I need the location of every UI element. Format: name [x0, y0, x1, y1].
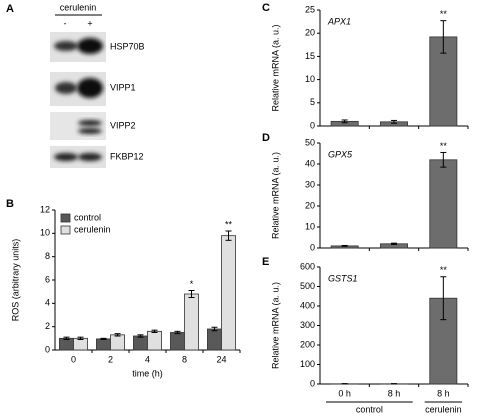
- treatment-label: cerulenin: [60, 2, 97, 12]
- x-axis-label: time (h): [132, 368, 163, 378]
- band: [54, 153, 78, 161]
- lane-label: +: [87, 18, 92, 28]
- y-tick-label: 10: [305, 74, 315, 84]
- y-tick-label: 20: [305, 200, 315, 210]
- y-tick-label: 200: [300, 339, 315, 349]
- blot: [50, 112, 106, 140]
- y-tick-label: 6: [45, 274, 50, 284]
- bar: [184, 293, 199, 351]
- chart-title: GPX5: [328, 149, 353, 159]
- bar: [429, 159, 458, 249]
- x-tick-label: 4: [145, 354, 150, 364]
- bar: [59, 337, 74, 351]
- bar: [170, 332, 185, 351]
- y-tick-label: 30: [305, 179, 315, 189]
- band: [78, 153, 102, 161]
- bar: [73, 337, 88, 351]
- y-axis-label: Relative mRNA (a. u.): [270, 282, 280, 369]
- significance: **: [225, 219, 233, 229]
- band: [55, 82, 77, 94]
- x-tick-label: 8 h: [437, 388, 450, 398]
- y-tick-label: 10: [40, 228, 50, 238]
- lane-label: -: [64, 18, 67, 28]
- band: [54, 41, 78, 51]
- x-tick-label: 8: [182, 354, 187, 364]
- x-tick-label: 0: [71, 354, 76, 364]
- significance: **: [440, 9, 448, 19]
- y-tick-label: 100: [300, 359, 315, 369]
- panel-label: B: [6, 198, 14, 210]
- x-tick-label: 8 h: [388, 388, 401, 398]
- y-tick-label: 5: [310, 97, 315, 107]
- protein-label: VIPP2: [110, 120, 136, 130]
- y-axis-label: ROS (arbitrary units): [10, 239, 20, 322]
- bar: [133, 335, 148, 351]
- x-tick-label: 0 h: [338, 388, 351, 398]
- y-tick-label: 300: [300, 320, 315, 330]
- x-tick-label: 24: [216, 354, 226, 364]
- y-tick-label: 10: [305, 221, 315, 231]
- y-tick-label: 8: [45, 251, 50, 261]
- panel-a: A cerulenin - + HSP70B VIPP1 VIPP2 FKBP1…: [6, 2, 145, 168]
- panel-label: A: [6, 3, 14, 15]
- bar: [110, 334, 125, 351]
- legend-label: cerulenin: [74, 224, 111, 234]
- y-tick-label: 600: [300, 261, 315, 271]
- group-label: cerulenin: [425, 404, 462, 414]
- band: [78, 128, 102, 134]
- chart-title: APX1: [327, 16, 351, 26]
- panel-label: C: [262, 2, 270, 14]
- protein-label: FKBP12: [110, 151, 144, 161]
- band: [77, 78, 103, 98]
- y-tick-label: 0: [310, 120, 315, 130]
- band: [77, 38, 103, 54]
- y-tick-label: 0: [45, 344, 50, 354]
- significance: **: [440, 265, 448, 275]
- bar: [221, 235, 236, 351]
- protein-label: VIPP1: [110, 82, 136, 92]
- y-axis-label: Relative mRNA (a. u.): [270, 24, 280, 111]
- y-tick-label: 0: [310, 242, 315, 252]
- y-tick-label: 500: [300, 281, 315, 291]
- legend-swatch: [60, 213, 71, 223]
- y-tick-label: 25: [305, 4, 315, 14]
- y-tick-label: 2: [45, 321, 50, 331]
- y-tick-label: 50: [305, 137, 315, 147]
- y-tick-label: 400: [300, 300, 315, 310]
- bar: [96, 338, 111, 351]
- y-tick-label: 20: [305, 28, 315, 38]
- y-tick-label: 40: [305, 158, 315, 168]
- legend-swatch: [60, 225, 71, 235]
- y-tick-label: 12: [40, 204, 50, 214]
- y-tick-label: 15: [305, 51, 315, 61]
- bar: [207, 328, 222, 351]
- y-axis-label: Relative mRNA (a. u.): [270, 152, 280, 239]
- y-tick-label: 4: [45, 298, 50, 308]
- panel-label: D: [262, 132, 270, 144]
- significance: *: [190, 279, 194, 289]
- group-label: control: [356, 404, 383, 414]
- x-tick-label: 2: [108, 354, 113, 364]
- bar: [429, 297, 458, 385]
- significance: **: [440, 141, 448, 151]
- bar: [147, 330, 162, 351]
- band: [78, 120, 102, 126]
- legend-label: control: [74, 212, 101, 222]
- protein-label: HSP70B: [110, 41, 145, 51]
- y-tick-label: 0: [310, 378, 315, 388]
- panel-label: E: [262, 256, 269, 268]
- chart-title: GSTS1: [328, 273, 358, 283]
